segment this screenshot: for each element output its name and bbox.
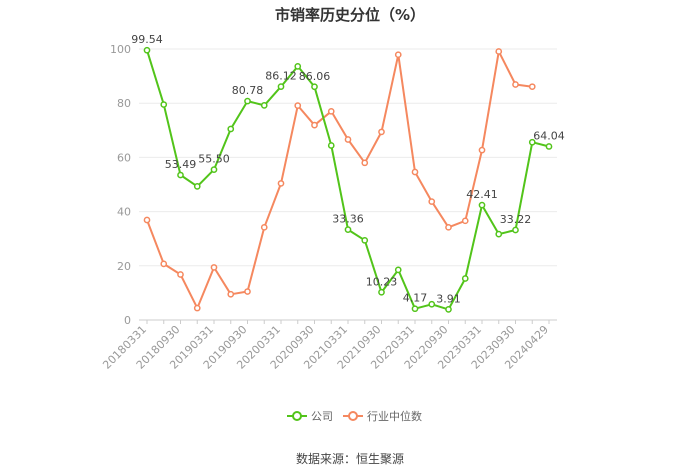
data-point <box>394 266 402 274</box>
data-point <box>311 121 318 129</box>
series-line-1 <box>146 50 533 310</box>
data-point <box>177 271 184 278</box>
data-point <box>378 288 385 296</box>
data-label: 80.78 <box>232 84 264 97</box>
data-point <box>461 275 469 282</box>
data-point <box>411 305 419 313</box>
data-label: 86.06 <box>299 70 331 83</box>
data-point <box>294 62 302 70</box>
data-label: 33.36 <box>332 213 364 226</box>
data-point <box>210 264 218 271</box>
data-point <box>277 180 285 187</box>
data-point <box>160 101 168 108</box>
data-point <box>528 83 536 91</box>
data-point <box>478 201 486 209</box>
data-point <box>344 226 352 233</box>
data-point <box>143 216 151 224</box>
data-label: 33.22 <box>500 213 532 226</box>
y-tick-label: 80 <box>117 97 131 110</box>
y-tick-label: 0 <box>124 314 131 327</box>
data-point <box>411 168 419 176</box>
data-point <box>294 102 302 109</box>
data-label: 3.91 <box>436 292 461 305</box>
data-point <box>445 306 452 313</box>
data-label: 4.17 <box>403 292 428 305</box>
data-point <box>512 81 519 88</box>
chart-title: 市销率历史分位（%） <box>274 6 426 24</box>
data-point <box>545 143 553 150</box>
legend-marker-company <box>292 411 302 421</box>
data-point <box>193 304 201 312</box>
data-label: 64.04 <box>533 129 565 142</box>
data-label: 86.12 <box>265 70 297 83</box>
data-point <box>512 226 519 234</box>
data-point <box>327 107 335 115</box>
legend-marker-industry <box>348 411 358 421</box>
y-tick-label: 40 <box>117 206 131 219</box>
data-point <box>445 223 452 231</box>
data-point <box>160 260 168 268</box>
data-point <box>378 128 385 136</box>
data-label: 53.49 <box>165 158 197 171</box>
data-point <box>495 48 503 55</box>
series-line-0 <box>146 49 550 311</box>
data-point <box>428 300 436 308</box>
y-tick-label: 100 <box>110 43 131 56</box>
data-point <box>244 288 251 295</box>
data-point <box>461 217 469 225</box>
data-point <box>327 142 335 149</box>
data-point <box>528 138 536 146</box>
legend-label-company: 公司 <box>311 410 333 423</box>
y-tick-label: 60 <box>117 151 131 164</box>
data-point <box>394 51 402 59</box>
data-point <box>260 223 268 231</box>
data-point <box>311 83 318 91</box>
data-point <box>227 290 235 298</box>
data-point <box>478 146 486 154</box>
legend-label-industry: 行业中位数 <box>367 409 422 423</box>
data-point <box>495 230 503 238</box>
data-point <box>361 159 369 167</box>
data-point <box>177 171 184 179</box>
y-tick-label: 20 <box>117 260 131 273</box>
data-label: 10.23 <box>366 275 398 288</box>
data-label: 42.41 <box>466 188 498 201</box>
data-point <box>344 136 352 143</box>
data-point <box>210 166 218 173</box>
data-label: 99.54 <box>131 33 163 46</box>
data-point <box>361 236 369 244</box>
data-point <box>143 46 151 54</box>
data-point <box>227 125 235 133</box>
data-point <box>193 183 201 190</box>
data-source: 数据来源：恒生聚源 <box>295 452 404 466</box>
data-label: 55.50 <box>198 153 230 166</box>
data-point <box>244 97 251 105</box>
data-point <box>428 198 436 205</box>
data-point <box>277 83 285 90</box>
data-point <box>260 102 268 109</box>
